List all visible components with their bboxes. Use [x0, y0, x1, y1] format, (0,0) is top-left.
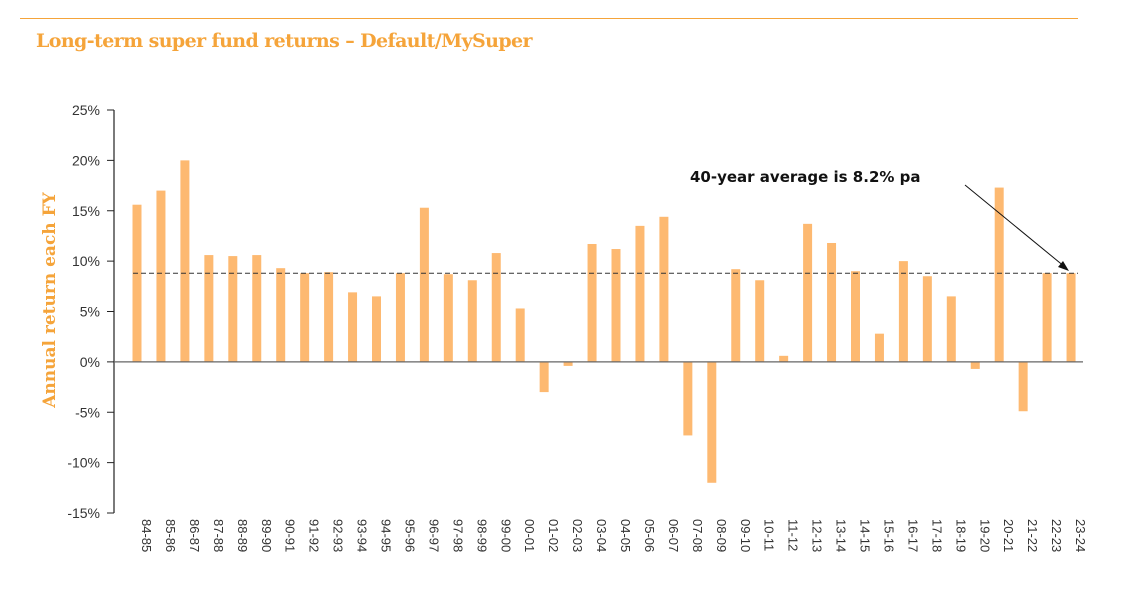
bar-15-16 [874, 333, 884, 362]
x-tick-label: 01-02 [546, 519, 561, 552]
bar-98-99 [467, 280, 477, 362]
bar-07-08 [683, 361, 693, 436]
bar-87-88 [204, 255, 214, 362]
bar-17-18 [922, 276, 932, 362]
x-tick-label: 02-03 [570, 519, 585, 552]
x-tick-label: 21-22 [1025, 519, 1040, 552]
x-tick-label: 06-07 [666, 519, 681, 552]
y-tick-label: -10% [67, 455, 100, 471]
bar-89-90 [252, 255, 262, 362]
bar-12-13 [803, 223, 813, 362]
y-axis-label: Annual return each FY [40, 191, 60, 408]
bar-00-01 [515, 308, 525, 362]
bar-92-93 [324, 272, 334, 362]
bar-06-07 [659, 216, 669, 362]
y-tick-label: 25% [72, 102, 100, 118]
y-tick-label: 10% [72, 253, 100, 269]
bar-01-02 [539, 361, 549, 393]
average-annotation: 40-year average is 8.2% pa [690, 168, 921, 186]
x-tick-label: 09-10 [738, 519, 753, 552]
y-tick-label: 20% [72, 152, 100, 168]
bar-03-04 [587, 243, 597, 362]
bar-05-06 [635, 225, 645, 362]
x-tick-label: 18-19 [953, 519, 968, 552]
x-tick-label: 91-92 [307, 519, 322, 552]
bar-09-10 [731, 269, 741, 362]
bar-93-94 [348, 292, 358, 362]
x-tick-label: 08-09 [714, 519, 729, 552]
x-tick-label: 95-96 [402, 519, 417, 552]
x-tick-label: 04-05 [618, 519, 633, 552]
x-tick-label: 10-11 [762, 519, 777, 551]
bar-20-21 [994, 187, 1004, 362]
bar-86-87 [180, 160, 190, 362]
bar-16-17 [898, 261, 908, 362]
y-tick-label: 5% [80, 304, 100, 320]
bar-13-14 [827, 242, 837, 362]
x-tick-label: 17-18 [929, 519, 944, 552]
bar-88-89 [228, 256, 238, 362]
x-tick-label: 89-90 [259, 519, 274, 552]
x-tick-label: 15-16 [881, 519, 896, 552]
x-tick-label: 14-15 [858, 519, 873, 552]
chart-title: Long-term super fund returns – Default/M… [36, 30, 533, 52]
x-tick-label: 03-04 [594, 519, 609, 552]
x-tick-label: 13-14 [834, 519, 849, 552]
bar-11-12 [779, 355, 789, 362]
bar-19-20 [970, 361, 980, 369]
x-tick-label: 88-89 [235, 519, 250, 552]
x-tick-label: 00-01 [522, 519, 537, 552]
x-tick-label: 99-00 [498, 519, 513, 552]
x-tick-label: 97-98 [450, 519, 465, 552]
x-tick-label: 22-23 [1049, 519, 1064, 552]
x-tick-label: 92-93 [331, 519, 346, 552]
x-tick-label: 90-91 [283, 519, 298, 552]
x-tick-label: 19-20 [977, 519, 992, 552]
bar-94-95 [372, 296, 381, 362]
bar-95-96 [395, 273, 405, 362]
x-tick-label: 86-87 [187, 519, 202, 552]
bar-18-19 [946, 296, 956, 362]
bar-02-03 [563, 361, 573, 366]
bar-96-97 [419, 207, 429, 362]
bar-04-05 [611, 249, 621, 362]
x-tick-label: 12-13 [810, 519, 825, 552]
y-tick-label: 0% [80, 354, 100, 370]
bar-97-98 [443, 274, 453, 362]
x-tick-label: 96-97 [426, 519, 441, 552]
y-tick-label: -5% [75, 404, 100, 420]
x-tick-label: 16-17 [905, 519, 920, 552]
x-tick-label: 23-24 [1073, 519, 1088, 552]
arrow-head-icon [1058, 261, 1069, 271]
header-rule [20, 18, 1078, 19]
bar-90-91 [276, 268, 286, 362]
x-tick-label: 11-12 [786, 519, 801, 551]
x-tick-label: 87-88 [211, 519, 226, 552]
bar-14-15 [851, 271, 860, 362]
x-tick-label: 07-08 [690, 519, 705, 552]
bar-85-86 [156, 190, 166, 362]
bar-84-85 [132, 204, 142, 362]
bar-10-11 [755, 280, 765, 362]
bar-91-92 [300, 273, 310, 362]
annotation-arrow [964, 184, 1066, 268]
x-tick-label: 84-85 [139, 519, 154, 552]
x-tick-label: 98-99 [474, 519, 489, 552]
x-tick-label: 85-86 [163, 519, 178, 552]
bar-99-00 [491, 253, 501, 362]
y-tick-label: -15% [67, 505, 100, 521]
bar-22-23 [1042, 273, 1052, 362]
x-tick-label: 20-21 [1001, 519, 1016, 552]
bar-23-24 [1066, 273, 1076, 362]
bar-21-22 [1018, 361, 1028, 412]
bar-08-09 [707, 361, 717, 483]
x-tick-label: 93-94 [355, 519, 370, 552]
x-tick-label: 05-06 [642, 519, 657, 552]
y-tick-label: 15% [72, 203, 100, 219]
x-tick-label: 94-95 [379, 519, 394, 552]
